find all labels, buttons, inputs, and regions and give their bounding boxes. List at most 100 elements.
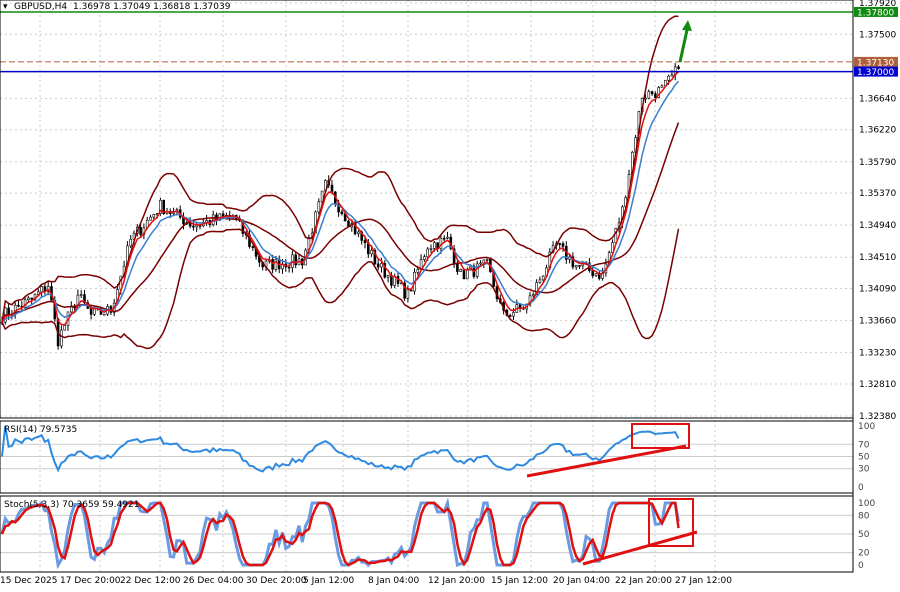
- level-label-bg: [854, 6, 898, 17]
- candle-body: [149, 216, 152, 221]
- rsi-panel: [0, 423, 853, 478]
- y-tick-label: 1.37500: [859, 30, 896, 40]
- price-panel: [0, 11, 853, 350]
- level-label-bg: [854, 66, 898, 77]
- candle-body: [30, 297, 34, 300]
- annotation-box: [631, 423, 690, 449]
- candle-body: [83, 294, 86, 304]
- candle-body: [103, 313, 106, 316]
- rsi-title: RSI(14) 79.5735: [4, 425, 77, 435]
- candle-body: [512, 312, 515, 317]
- candle-body: [538, 279, 542, 283]
- y-tick-label: 1.34940: [859, 221, 896, 231]
- candle-body: [416, 269, 420, 273]
- candle-body: [654, 93, 657, 98]
- candle-body: [561, 243, 565, 247]
- candle-body: [429, 248, 433, 250]
- collapse-triangle-icon[interactable]: ▾: [3, 2, 8, 12]
- x-tick-label: 26 Dec 04:00: [183, 576, 244, 586]
- candle-body: [79, 294, 83, 296]
- panel-frame: [0, 0, 854, 419]
- stoch-title: Stoch(5,3,3) 70.3659 59.4921: [4, 500, 139, 510]
- candle-body: [287, 266, 291, 269]
- y-tick-label: 1.33230: [859, 349, 896, 359]
- candle-body: [27, 297, 30, 301]
- bollinger-lower: [1, 228, 680, 350]
- candle-body: [221, 213, 225, 217]
- candle-body: [373, 249, 377, 265]
- candle-body: [541, 275, 545, 281]
- rsi-tick: 50: [858, 453, 870, 463]
- candle-body: [594, 273, 598, 276]
- ohlc-readout: 1.36978 1.37049 1.36818 1.37039: [73, 2, 231, 12]
- candle-body: [89, 308, 93, 315]
- stoch-signal-line: [0, 501, 680, 567]
- stoch-tick: 50: [858, 530, 870, 540]
- annotation-trendline: [526, 444, 687, 478]
- candle-body: [380, 263, 383, 268]
- candle-body: [578, 265, 581, 267]
- candle-body: [317, 201, 321, 213]
- y-tick-label: 1.36220: [859, 126, 896, 136]
- candle-body: [426, 248, 430, 258]
- candle-body: [159, 199, 162, 215]
- candle-body: [442, 237, 446, 240]
- candle-body: [357, 231, 360, 235]
- candle-body: [370, 249, 373, 255]
- candle-body: [320, 190, 324, 203]
- y-tick-label: 1.35790: [859, 158, 896, 168]
- candle-body: [251, 246, 255, 248]
- candle-body: [528, 295, 532, 305]
- candle-body: [670, 74, 674, 77]
- y-tick-label: 1.33660: [859, 317, 896, 327]
- candle-body: [17, 305, 20, 307]
- arrow-head-icon: [682, 20, 692, 31]
- y-tick-label: 1.34090: [859, 285, 896, 295]
- candle-body: [63, 325, 67, 331]
- candle-body: [482, 259, 486, 264]
- candle-body: [571, 256, 575, 268]
- candle-body: [60, 329, 63, 347]
- ma-slow-line: [1, 80, 680, 323]
- candle-body: [340, 211, 344, 215]
- candle-body: [591, 270, 595, 276]
- candle-body: [195, 225, 198, 228]
- candle-body: [660, 85, 664, 88]
- candle-body: [456, 263, 459, 272]
- candle-body: [7, 307, 10, 316]
- candle-body: [459, 269, 463, 272]
- candle-body: [403, 282, 406, 299]
- candle-body: [531, 294, 535, 297]
- candle-body: [677, 66, 680, 69]
- y-tick-label: 1.37920: [859, 0, 896, 9]
- x-tick-label: 12 Jan 20:00: [428, 576, 485, 586]
- rsi-tick: 70: [858, 440, 870, 450]
- rsi-tick: 100: [858, 422, 875, 432]
- candle-body: [383, 263, 387, 278]
- x-tick-label: 17 Dec 20:00: [60, 576, 121, 586]
- y-tick-label: 1.32810: [859, 380, 896, 390]
- candle-body: [647, 91, 651, 99]
- x-tick-label: 22 Dec 12:00: [120, 576, 181, 586]
- rsi-tick: 30: [858, 465, 870, 475]
- ma-fast-line: [1, 71, 679, 326]
- candle-body: [667, 75, 670, 81]
- candle-body: [446, 236, 449, 239]
- bollinger-upper: [1, 15, 679, 323]
- arrow-up-icon: [678, 29, 689, 63]
- candle-body: [558, 243, 562, 245]
- candle-body: [36, 291, 40, 295]
- candle-body: [508, 315, 512, 317]
- candle-body: [479, 262, 482, 265]
- candle-body: [406, 289, 410, 299]
- candle-body: [386, 275, 390, 278]
- rsi-line: [1, 425, 680, 473]
- level-label-bg: [854, 56, 898, 67]
- stoch-tick: 0: [858, 561, 864, 571]
- candle-body: [462, 269, 466, 280]
- x-tick-label: 8 Jan 04:00: [368, 576, 420, 586]
- candle-body: [40, 286, 43, 293]
